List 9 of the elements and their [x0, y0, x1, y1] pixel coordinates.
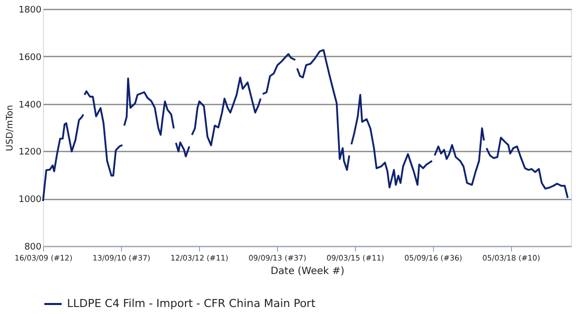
y-tick-label: 1600: [18, 52, 42, 63]
y-tick-label: 1000: [18, 195, 42, 206]
legend-label: LLDPE C4 Film - Import - CFR China Main Port: [67, 297, 316, 310]
y-tick-label: 1400: [18, 100, 42, 110]
y-tick-label: 1800: [18, 6, 42, 16]
y-axis-title: USD/mTon: [6, 104, 16, 152]
x-axis-title: Date (Week #): [270, 266, 345, 277]
y-tick-label: 800: [24, 242, 42, 252]
y-tick-label: 1200: [18, 148, 42, 158]
